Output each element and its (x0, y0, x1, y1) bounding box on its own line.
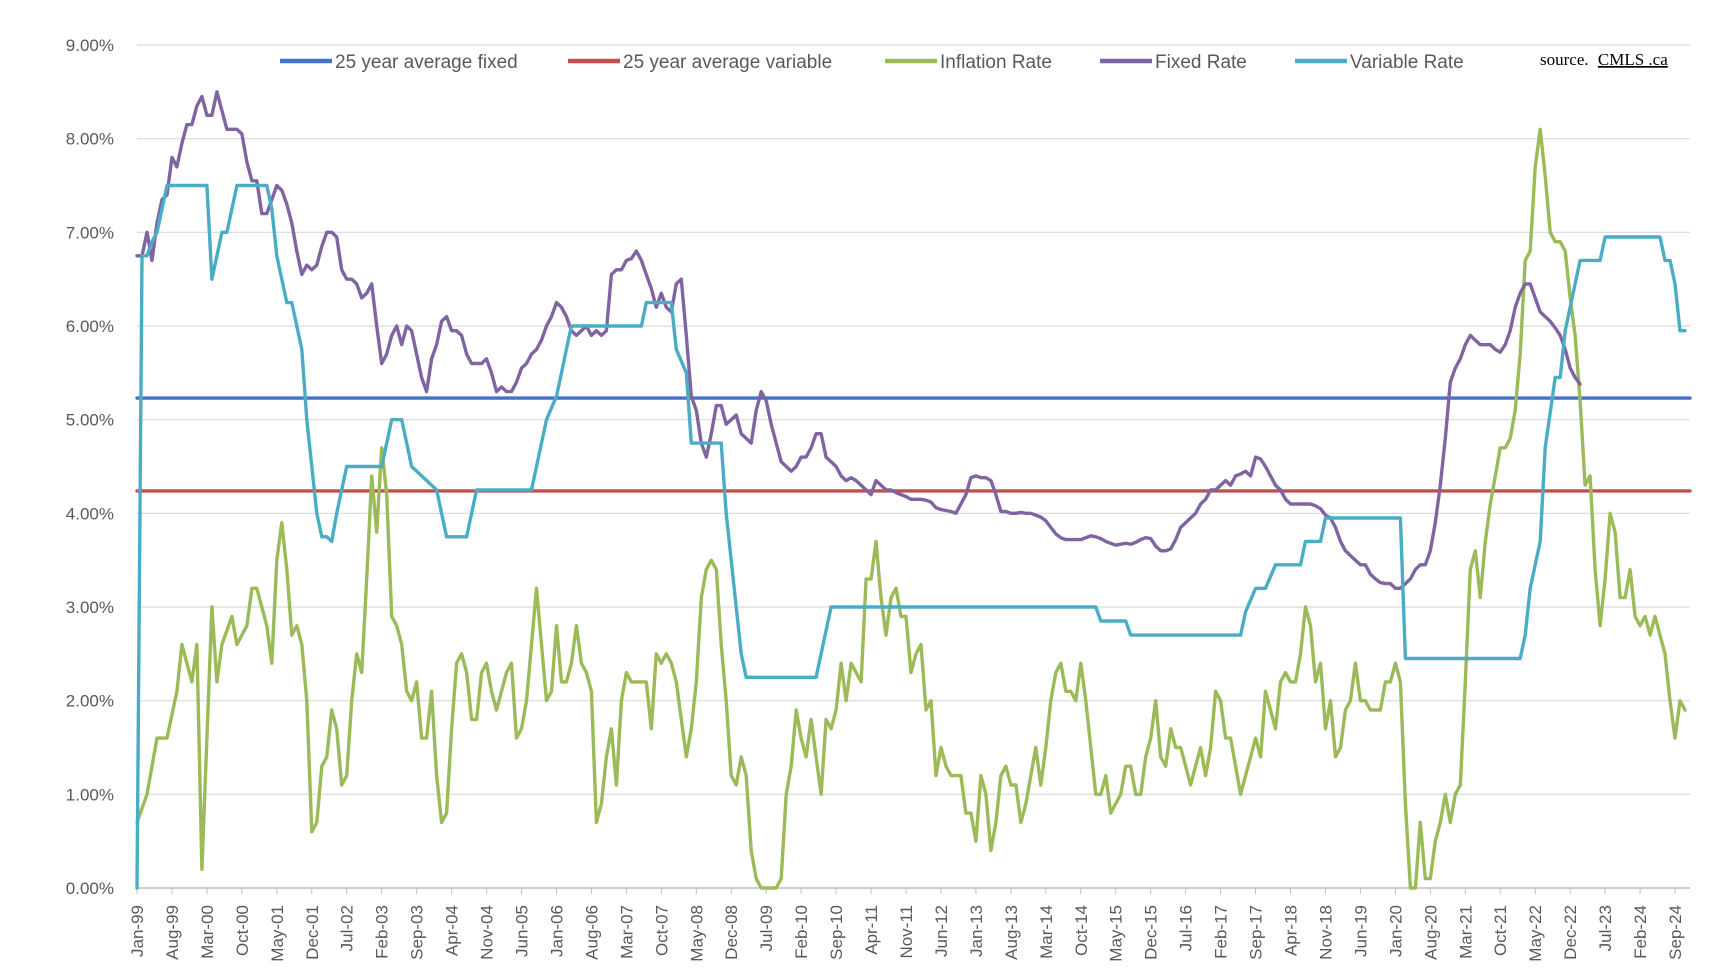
x-tick-label: Jun-12 (932, 905, 951, 957)
x-tick-label: May-08 (687, 905, 706, 962)
source-note: source. CMLS .ca (1540, 50, 1668, 69)
x-tick-label: Feb-17 (1212, 905, 1231, 959)
x-tick-label: Oct-14 (1072, 905, 1091, 956)
x-tick-label: Dec-01 (303, 905, 322, 960)
x-tick-label: Jun-05 (513, 905, 532, 957)
y-tick-label: 1.00% (66, 785, 114, 804)
x-tick-label: Mar-21 (1456, 905, 1475, 959)
y-tick-label: 0.00% (66, 879, 114, 898)
source-link[interactable]: CMLS .ca (1598, 50, 1668, 69)
x-tick-label: Nov-11 (897, 905, 916, 959)
series-line-inflation-rate (135, 127, 1687, 890)
x-tick-label: Sep-24 (1666, 905, 1685, 960)
legend-label: Fixed Rate (1155, 52, 1247, 73)
x-tick-label: Oct-21 (1491, 905, 1510, 956)
x-tick-label: May-22 (1526, 905, 1545, 962)
y-axis-ticks: 0.00% 1.00% 2.00% 3.00% 4.00% 5.00% 6.00% 7.00%… (66, 36, 114, 898)
x-tick-label: Sep-17 (1247, 905, 1266, 960)
x-tick-label: Aug-99 (163, 905, 182, 960)
x-tick-label: Mar-00 (198, 905, 217, 959)
series-line-fixed-rate (135, 90, 1582, 590)
x-tick-label: Jul-23 (1596, 905, 1615, 951)
x-tick-label: Jul-09 (757, 905, 776, 951)
x-tick-label: Aug-13 (1002, 905, 1021, 960)
y-tick-label: 3.00% (66, 598, 114, 617)
x-tick-label: Dec-08 (722, 905, 741, 960)
x-tick-label: Dec-15 (1142, 905, 1161, 960)
series-lines (135, 90, 1692, 890)
x-tick-label: Sep-03 (408, 905, 427, 960)
x-tick-label: Jan-99 (128, 905, 147, 957)
legend: 25 year average fixed 25 year average var… (280, 52, 1464, 73)
x-tick-label: Jun-19 (1351, 905, 1370, 957)
legend-label: 25 year average variable (623, 52, 832, 73)
x-tick-label: Nov-18 (1316, 905, 1335, 960)
y-tick-label: 5.00% (66, 411, 114, 430)
x-tick-label: Jul-16 (1177, 905, 1196, 951)
source-prefix: source. (1540, 50, 1589, 69)
x-tick-label: Jul-02 (338, 905, 357, 951)
y-tick-label: 6.00% (66, 317, 114, 336)
x-tick-label: Apr-11 (862, 905, 881, 955)
legend-label: 25 year average fixed (335, 52, 518, 73)
y-tick-label: 7.00% (66, 223, 114, 242)
svg-text:source. CMLS .ca: source. CMLS .ca (1540, 50, 1668, 69)
legend-label: Inflation Rate (940, 52, 1052, 73)
x-tick-label: Dec-22 (1561, 905, 1580, 960)
x-tick-label: Jan-20 (1386, 905, 1405, 957)
y-tick-label: 2.00% (66, 692, 114, 711)
x-tick-label: Feb-24 (1631, 905, 1650, 959)
x-tick-label: Aug-06 (582, 905, 601, 960)
x-tick-label: Feb-03 (373, 905, 392, 959)
x-tick-label: May-15 (1107, 905, 1126, 962)
x-tick-label: Aug-20 (1421, 905, 1440, 960)
x-tick-label: Apr-18 (1282, 905, 1301, 956)
x-tick-label: Mar-14 (1037, 905, 1056, 959)
x-axis-ticks: Jan-99 Aug-99 Mar-00 Oct-00 May-01 Dec-01 Jul-… (128, 888, 1685, 962)
x-tick-label: Nov-04 (478, 905, 497, 960)
y-tick-label: 9.00% (66, 36, 114, 55)
x-tick-label: Feb-10 (792, 905, 811, 959)
x-tick-label: Apr-04 (443, 905, 462, 956)
legend-label: Variable Rate (1350, 52, 1464, 73)
y-tick-label: 4.00% (66, 504, 114, 523)
x-tick-label: Oct-07 (652, 905, 671, 956)
x-tick-label: Mar-07 (617, 905, 636, 959)
y-tick-label: 8.00% (66, 130, 114, 149)
x-tick-label: May-01 (268, 905, 287, 962)
x-tick-label: Jan-13 (967, 905, 986, 957)
x-tick-label: Sep-10 (827, 905, 846, 960)
x-tick-label: Oct-00 (233, 905, 252, 956)
series-line-variable-rate (135, 183, 1687, 890)
x-tick-label: Jan-06 (547, 905, 566, 957)
